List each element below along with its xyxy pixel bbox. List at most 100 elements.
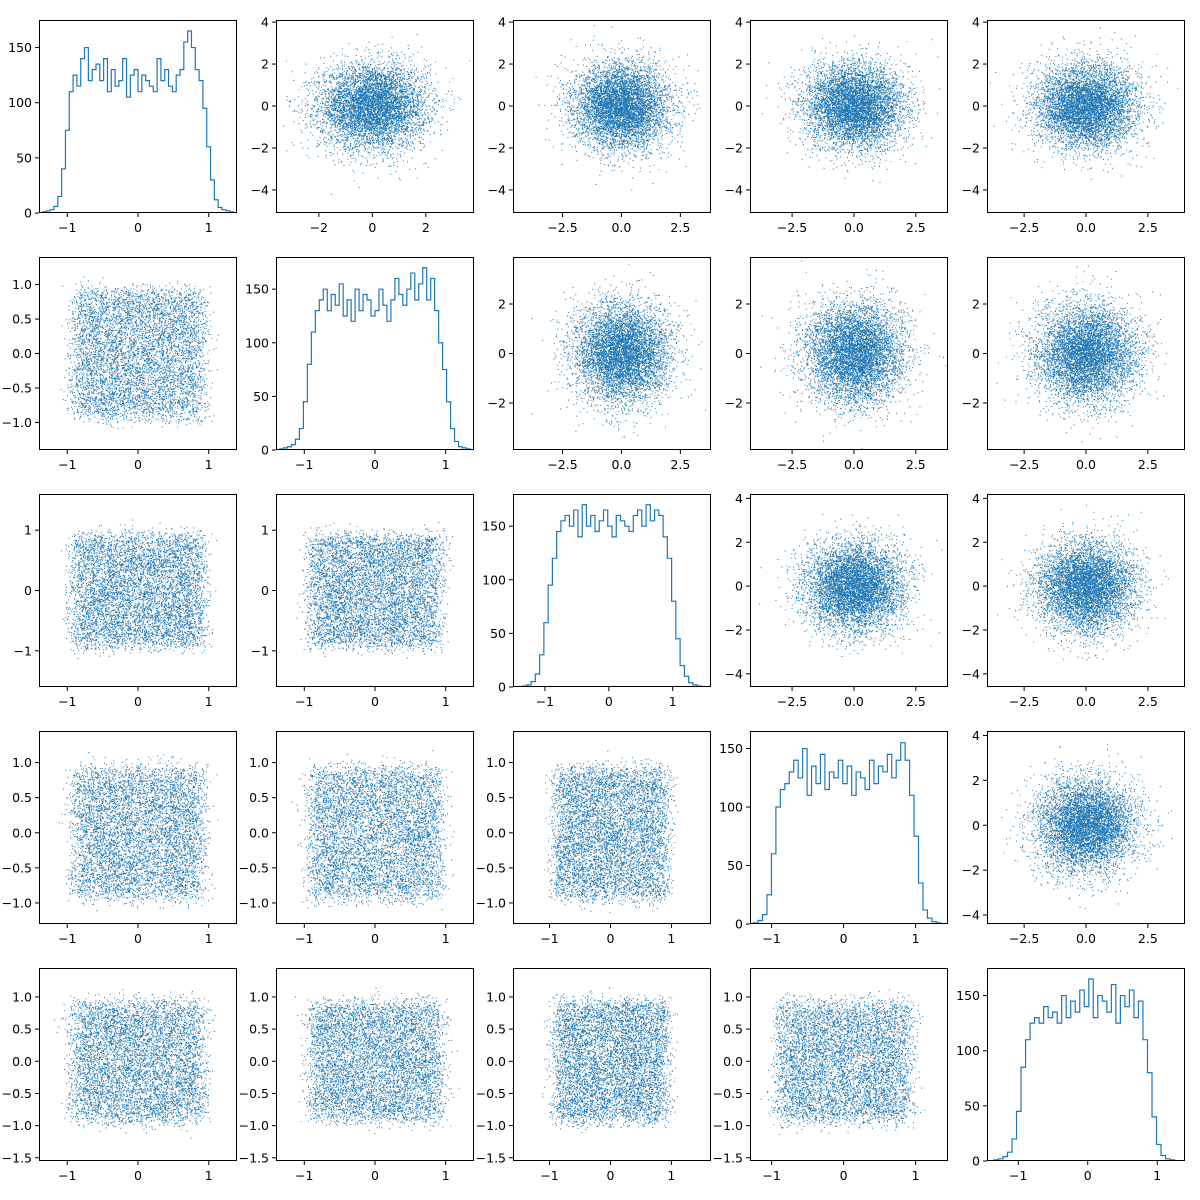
y-tick-label: 0.5: [249, 1022, 269, 1037]
x-tick-label: 0.0: [844, 220, 864, 235]
y-tick-label: 150: [719, 741, 743, 756]
scatter-points: [542, 987, 678, 1134]
y-tick-label: 2: [735, 535, 743, 550]
x-tick-label: 0: [1084, 1168, 1092, 1183]
x-tick-label: 2.5: [906, 694, 926, 709]
plot-area: [759, 513, 948, 657]
y-tick-label: 0: [24, 583, 32, 598]
y-tick-label: −0.5: [239, 1086, 269, 1101]
axes-frame: [987, 494, 1185, 687]
y-tick-label: −2: [488, 140, 506, 155]
x-tick-label: −2: [310, 220, 328, 235]
plot-area: [60, 519, 217, 660]
y-tick-label: 2: [972, 297, 980, 312]
y-tick-label: 2: [735, 297, 743, 312]
x-tick-label: 0.0: [1076, 694, 1096, 709]
histogram-step-line: [753, 742, 942, 924]
y-tick-label: −1.0: [476, 1118, 506, 1133]
x-tick-label: −2.5: [1009, 694, 1039, 709]
y-tick-label: −1.5: [239, 1150, 269, 1165]
panel-r1-c1: −1 0 1 0 50 100 150: [245, 257, 474, 472]
plot-area: [291, 750, 455, 910]
plot-area: [993, 978, 1176, 1161]
y-tick-label: 100: [719, 800, 743, 815]
y-tick-label: 0.5: [12, 312, 32, 327]
y-tick-label: 2: [261, 57, 269, 72]
plot-area: [535, 25, 701, 191]
x-tick-label: 1: [442, 1168, 450, 1183]
y-tick-label: −2: [962, 395, 980, 410]
x-tick-label: 0: [371, 1168, 379, 1183]
x-tick-label: −2.5: [777, 694, 807, 709]
plot-area: [294, 987, 460, 1135]
y-tick-label: 50: [253, 389, 269, 404]
x-tick-label: −2.5: [1009, 220, 1039, 235]
y-tick-label: 0: [498, 680, 506, 695]
x-tick-label: 1: [669, 694, 677, 709]
y-tick-label: 0: [24, 206, 32, 221]
y-tick-label: −2: [962, 622, 980, 637]
y-tick-label: 1.0: [249, 989, 269, 1004]
x-tick-label: 0.0: [1076, 220, 1096, 235]
x-tick-label: −1: [295, 457, 313, 472]
scatter-points: [296, 522, 454, 659]
y-tick-label: 1: [24, 523, 32, 538]
x-tick-label: 2.5: [906, 220, 926, 235]
y-tick-label: −2: [488, 395, 506, 410]
y-tick-label: 0.0: [486, 1054, 506, 1069]
x-tick-label: −2.5: [547, 220, 577, 235]
y-tick-label: 4: [735, 491, 743, 506]
scatter-points: [997, 504, 1169, 661]
x-tick-label: −1: [540, 931, 558, 946]
histogram-step-line: [521, 504, 703, 687]
x-tick-label: −2.5: [1009, 931, 1039, 946]
axes-frame: [276, 494, 474, 687]
x-tick-label: 1: [205, 1168, 213, 1183]
panel-r1-c4: −2.5 0.0 2.5 −2 0 2: [962, 257, 1185, 472]
axes-frame: [513, 20, 711, 213]
scatter-points: [291, 750, 455, 910]
y-tick-label: −1.5: [476, 1150, 506, 1165]
x-tick-label: 0.0: [1076, 931, 1096, 946]
x-tick-label: 2.5: [1138, 220, 1158, 235]
plot-area: [989, 27, 1179, 180]
axes-frame: [750, 968, 948, 1161]
y-tick-label: 0: [972, 818, 980, 833]
y-tick-label: 0.0: [12, 346, 32, 361]
x-tick-label: 2.5: [1138, 694, 1158, 709]
y-tick-label: 1: [261, 523, 269, 538]
y-tick-label: 0.0: [12, 1054, 32, 1069]
x-tick-label: 1: [205, 694, 213, 709]
plot-area: [531, 263, 707, 438]
y-tick-label: 2: [972, 535, 980, 550]
y-tick-label: −1.0: [239, 1118, 269, 1133]
y-tick-label: 150: [956, 988, 980, 1003]
panel-r0-c0: −1 0 1 0 50 100 150: [8, 20, 237, 235]
y-tick-label: −2: [251, 140, 269, 155]
axes-frame: [39, 257, 237, 450]
panel-r4-c2: −1 0 1 −1.5 −1.0 −0.5 0.0 0.5 1.0: [476, 968, 711, 1183]
y-tick-label: 2: [498, 57, 506, 72]
y-tick-label: −1.0: [2, 1118, 32, 1133]
y-tick-label: 4: [735, 15, 743, 30]
y-tick-label: 0.0: [12, 825, 32, 840]
y-tick-label: 150: [482, 519, 506, 534]
x-tick-label: −1: [762, 1168, 780, 1183]
y-tick-label: 50: [16, 150, 32, 165]
y-tick-label: −4: [962, 666, 980, 681]
y-tick-label: −1.5: [713, 1150, 743, 1165]
y-tick-label: 2: [735, 57, 743, 72]
y-tick-label: −2: [725, 622, 743, 637]
y-tick-label: −4: [962, 908, 980, 923]
y-tick-label: 0.0: [249, 825, 269, 840]
x-tick-label: 0: [134, 457, 142, 472]
x-tick-label: −1: [540, 1168, 558, 1183]
y-tick-label: 150: [8, 40, 32, 55]
x-tick-label: −1: [295, 694, 313, 709]
x-tick-label: 1: [442, 931, 450, 946]
axes-frame: [750, 20, 948, 213]
y-tick-label: 0: [261, 443, 269, 458]
y-tick-label: 0: [972, 99, 980, 114]
scatter-points: [760, 260, 947, 449]
